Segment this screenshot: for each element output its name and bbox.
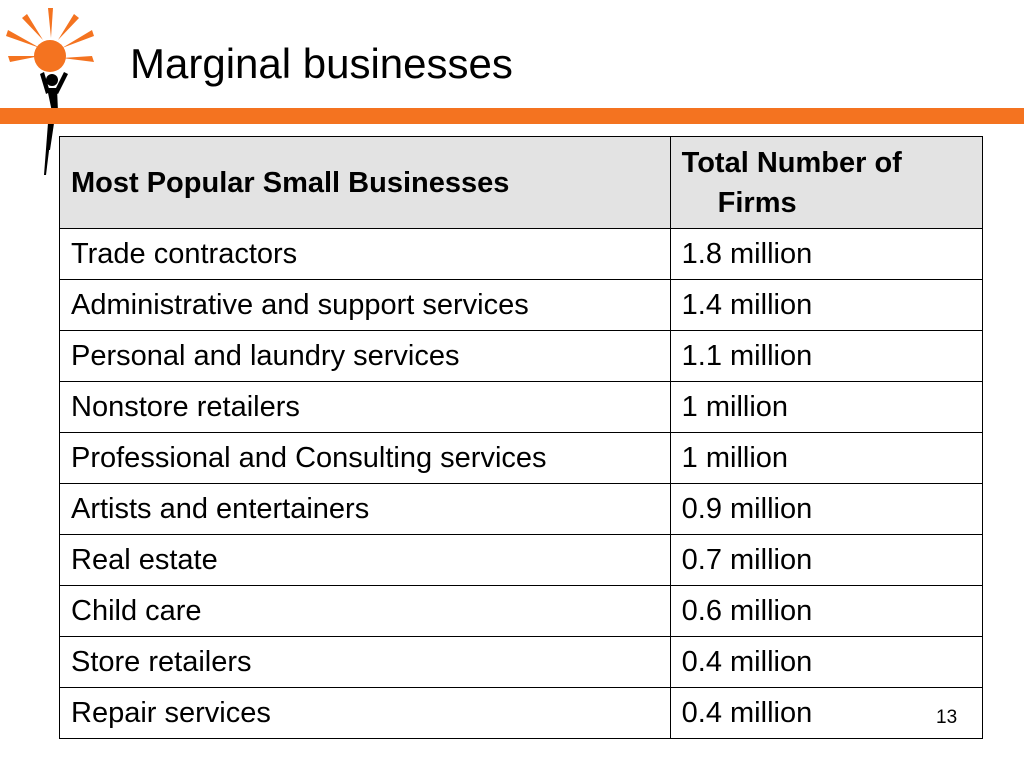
business-cell: Nonstore retailers [59, 381, 671, 433]
business-cell: Store retailers [59, 636, 671, 688]
table-row: Store retailers 0.4 million [59, 636, 984, 688]
table-row: Child care 0.6 million [59, 585, 984, 637]
table-row: Real estate 0.7 million [59, 534, 984, 586]
business-cell: Administrative and support services [59, 279, 671, 331]
business-cell: Real estate [59, 534, 671, 586]
total-cell: 1.8 million [669, 228, 984, 280]
total-cell: 1 million [669, 381, 984, 433]
total-cell: 0.6 million [669, 585, 984, 637]
business-cell: Personal and laundry services [59, 330, 671, 382]
table-row: Administrative and support services 1.4 … [59, 279, 984, 331]
total-cell: 0.4 million [669, 636, 984, 688]
business-cell: Professional and Consulting services [59, 432, 671, 484]
business-cell: Trade contractors [59, 228, 671, 280]
page-number: 13 [936, 707, 958, 728]
slide-title: Marginal businesses [130, 40, 513, 87]
total-cell: 0.7 million [669, 534, 984, 586]
header-total-line2: Firms [717, 186, 797, 219]
table-row: Artists and entertainers 0.9 million [59, 483, 984, 535]
header-total: Total Number of Firms [669, 136, 984, 229]
table-row: Nonstore retailers 1 million [59, 381, 984, 433]
total-cell: 0.4 million [669, 687, 984, 739]
sun-rays [6, 8, 94, 62]
figure [40, 72, 68, 175]
sun-disc [34, 40, 66, 72]
business-cell: Artists and entertainers [59, 483, 671, 535]
table-row: Professional and Consulting services 1 m… [59, 432, 984, 484]
table-row: Repair services 0.4 million [59, 687, 984, 739]
business-cell: Child care [59, 585, 671, 637]
header-business: Most Popular Small Businesses [59, 136, 671, 229]
table-header-row: Most Popular Small Businesses Total Numb… [59, 136, 984, 229]
table-row: Trade contractors 1.8 million [59, 228, 984, 280]
business-cell: Repair services [59, 687, 671, 739]
title-divider-bar [0, 108, 1024, 124]
total-cell: 1.4 million [669, 279, 984, 331]
header-total-line1: Total Number of [681, 146, 902, 179]
total-cell: 1 million [669, 432, 984, 484]
business-table: Most Popular Small Businesses Total Numb… [59, 136, 984, 739]
sun-figure-logo-icon [6, 8, 94, 175]
table-row: Personal and laundry services 1.1 millio… [59, 330, 984, 382]
total-cell: 0.9 million [669, 483, 984, 535]
total-cell: 1.1 million [669, 330, 984, 382]
